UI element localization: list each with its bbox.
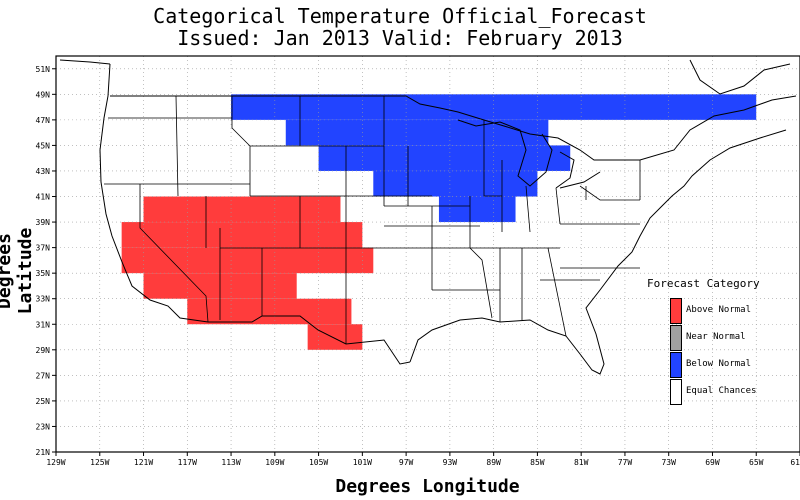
y-tick-label: 33N (36, 295, 51, 304)
above-normal-region-cell (143, 196, 341, 223)
gulf-coast-line (409, 129, 787, 375)
above-normal-region-cell (121, 247, 374, 274)
y-tick-label: 43N (36, 167, 51, 176)
x-tick-label: 89W (486, 458, 501, 467)
x-tick-label: 125W (90, 458, 109, 467)
x-tick-label: 121W (134, 458, 153, 467)
below-normal-region-cell (285, 119, 549, 146)
x-tick-label: 97W (399, 458, 414, 467)
y-tick-label: 29N (36, 346, 51, 355)
y-tick-label: 39N (36, 218, 51, 227)
legend-swatch (670, 325, 682, 351)
canada-border-line (110, 95, 797, 161)
legend-label: Above Normal (686, 305, 752, 315)
below-normal-region-cell (373, 170, 538, 197)
x-tick-label: 101W (353, 458, 372, 467)
y-tick-label: 23N (36, 422, 51, 431)
legend-label: Near Normal (686, 332, 746, 342)
y-tick-label: 31N (36, 320, 51, 329)
y-tick-label: 45N (36, 141, 51, 150)
x-tick-label: 81W (574, 458, 589, 467)
x-tick-label: 113W (221, 458, 240, 467)
map-frame (55, 55, 800, 453)
y-tick-label: 47N (36, 116, 51, 125)
west-coast-line (99, 63, 209, 323)
x-tick-label: 61 (790, 458, 800, 467)
x-axis-title: Degrees Longitude (335, 476, 520, 497)
legend-swatch (670, 298, 682, 324)
y-tick-label: 35N (36, 269, 51, 278)
legend-swatch (670, 352, 682, 378)
below-normal-region-cell (438, 196, 516, 223)
x-axis-ticks: 129W 125W 121W 117W 113W 109W 105W 101W 97W 93W 89… (46, 452, 800, 467)
y-tick-label: 21N (36, 448, 51, 457)
us-outline (59, 59, 797, 375)
y-tick-label: 49N (36, 90, 51, 99)
great-lakes-line (457, 119, 601, 189)
x-tick-label: 85W (530, 458, 545, 467)
x-tick-label: 129W (46, 458, 65, 467)
legend-title: Forecast Category (647, 277, 760, 290)
y-tick-label: 37N (36, 244, 51, 253)
x-tick-label: 93W (443, 458, 458, 467)
y-axis-ticks: 21N 23N 25N 27N 29N 31N 33N 35N 37N 39N 41N 43N 45N 4… (36, 65, 56, 457)
southern-border-line (208, 315, 411, 365)
x-tick-label: 105W (309, 458, 328, 467)
x-tick-label: 65W (749, 458, 764, 467)
x-tick-label: 73W (661, 458, 676, 467)
x-tick-label: 117W (178, 458, 197, 467)
map-title-line1: Categorical Temperature Official_Forecas… (153, 4, 647, 28)
x-tick-label: 109W (265, 458, 284, 467)
canada-coast-line (59, 59, 791, 95)
below-normal-region-cell (318, 145, 571, 171)
legend-label: Equal Chances (686, 386, 757, 396)
state-borders (104, 95, 641, 344)
y-tick-label: 27N (36, 371, 51, 380)
above-normal-region-cell (187, 298, 352, 325)
x-tick-label: 77W (618, 458, 633, 467)
gridlines (56, 56, 800, 452)
map-title-line2: Issued: Jan 2013 Valid: February 2013 (177, 26, 623, 50)
legend-label: Below Normal (686, 359, 752, 369)
below-normal-region-cell (231, 94, 757, 120)
y-tick-label: 41N (36, 193, 51, 202)
above-normal-region-cell (121, 222, 363, 248)
y-tick-label: 51N (36, 65, 51, 74)
y-axis-title: Degrees Latitude (0, 227, 36, 315)
y-tick-label: 25N (36, 397, 51, 406)
x-tick-label: 69W (705, 458, 720, 467)
legend-swatch (670, 379, 682, 405)
